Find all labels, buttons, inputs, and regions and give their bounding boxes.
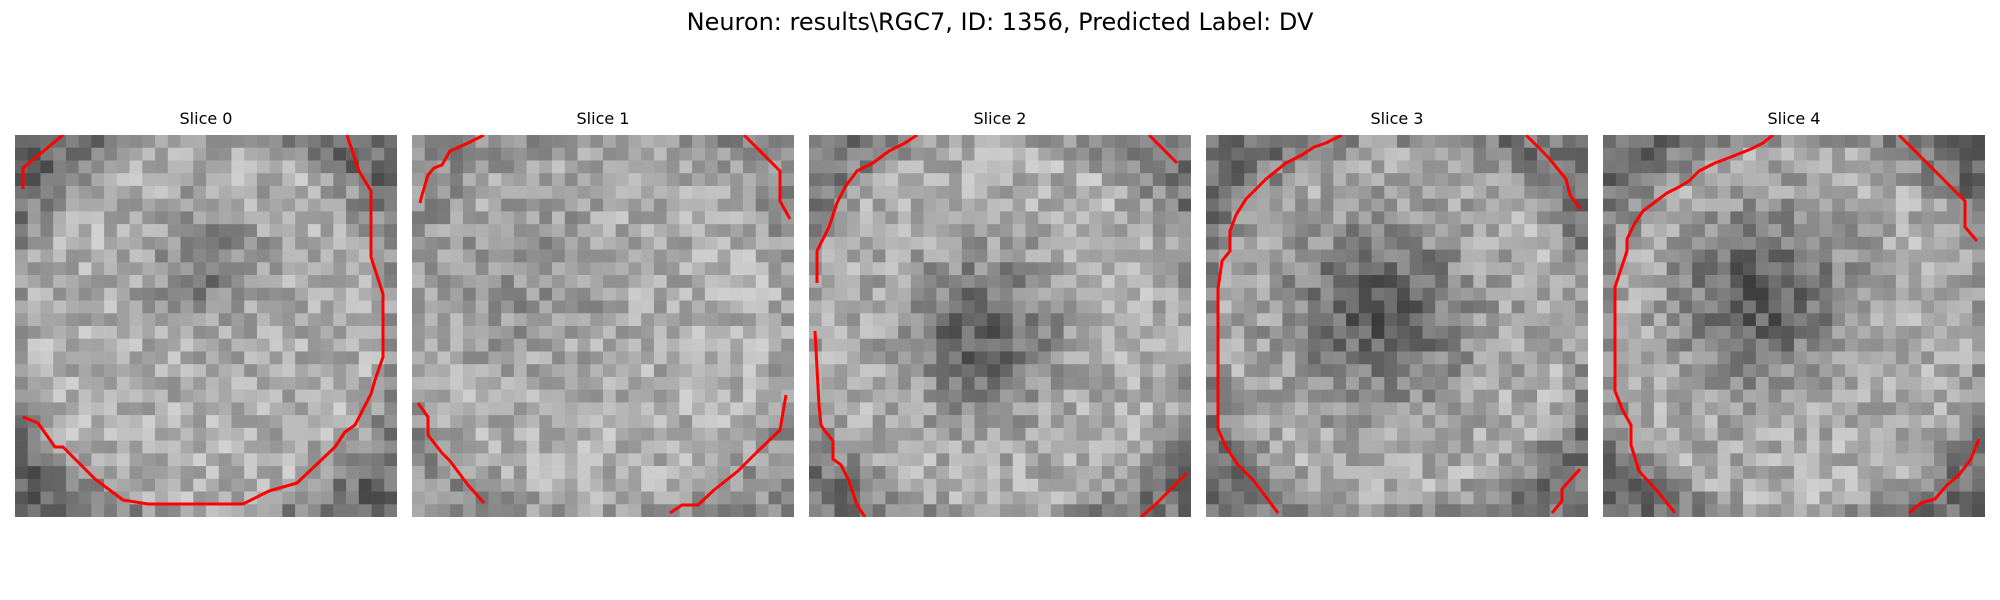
slice-title: Slice 3: [1370, 109, 1424, 128]
contour-line: [416, 402, 486, 504]
slice-image: [1603, 135, 1985, 517]
contour-line: [813, 330, 867, 517]
grayscale-pixels: [1603, 135, 1985, 517]
contour-line: [1524, 135, 1582, 210]
slice-image: [1206, 135, 1588, 517]
grayscale-pixels: [412, 135, 794, 517]
slice-panel-4: Slice 4: [1603, 108, 1985, 517]
grayscale-pixels: [1206, 135, 1588, 517]
slice-panel-0: Slice 0: [15, 108, 397, 517]
slice-panel-2: Slice 2: [809, 108, 1191, 517]
contour-line: [22, 135, 385, 506]
contour-line: [1550, 467, 1582, 514]
slice-title: Slice 0: [179, 109, 233, 128]
contour-line: [742, 135, 792, 220]
slice-title: Slice 1: [576, 109, 630, 128]
contour-line: [669, 394, 788, 515]
contour-line: [418, 135, 485, 204]
slice-image: [809, 135, 1191, 517]
slice-title: Slice 2: [973, 109, 1027, 128]
contour-line: [1613, 135, 1774, 514]
contour-line: [1216, 135, 1343, 514]
slice-image: [15, 135, 397, 517]
contour-line: [1140, 471, 1189, 517]
contour-line: [1147, 135, 1179, 165]
slice-panel-1: Slice 1: [412, 108, 794, 517]
slice-image: [412, 135, 794, 517]
contour-line: [1908, 438, 1981, 515]
slice-title: Slice 4: [1767, 109, 1821, 128]
grayscale-pixels: [809, 135, 1191, 517]
contour-line: [1897, 135, 1979, 242]
grayscale-pixels: [15, 135, 397, 517]
figure-title: Neuron: results\RGC7, ID: 1356, Predicte…: [686, 8, 1314, 36]
contour-line: [21, 135, 64, 189]
contour-line: [815, 135, 918, 283]
slice-panel-3: Slice 3: [1206, 108, 1588, 517]
